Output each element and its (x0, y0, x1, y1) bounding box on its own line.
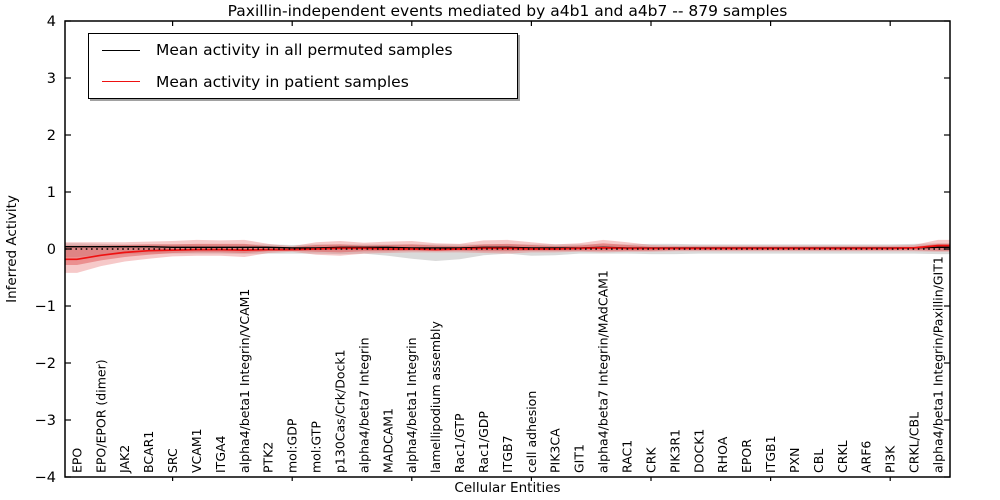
x-category-label: PIK3CA (548, 428, 563, 473)
x-category-label: CRKL (835, 440, 850, 473)
x-category-label: alpha4/beta1 Integrin/VCAM1 (237, 289, 252, 473)
x-category-label: mol:GTP (308, 421, 323, 473)
x-category-label: JAK2 (117, 445, 132, 474)
x-category-label: PXN (787, 448, 802, 473)
legend-label-permuted: Mean activity in all permuted samples (156, 41, 453, 60)
x-category-label: lamellipodium assembly (428, 321, 443, 473)
x-category-label: PI3K (883, 445, 898, 473)
x-category-label: ARF6 (859, 441, 874, 473)
y-tick-label: 2 (47, 128, 56, 144)
x-category-label: mol:GDP (285, 418, 300, 473)
x-category-label: SRC (165, 448, 180, 473)
patient-line-swatch (102, 81, 140, 83)
x-category-label: CRKL/CBL (906, 412, 921, 473)
y-tick-label: 3 (47, 71, 56, 87)
x-category-label: ITGB7 (500, 435, 515, 473)
x-category-label: VCAM1 (189, 428, 204, 473)
x-category-label: Rac1/GTP (452, 413, 467, 473)
y-tick-label: 4 (47, 14, 56, 30)
x-category-label: RHOA (715, 436, 730, 473)
x-category-label: PIK3R1 (667, 429, 682, 473)
x-category-label: alpha4/beta7 Integrin/MAdCAM1 (596, 270, 611, 473)
x-category-label: ITGA4 (213, 435, 228, 473)
x-category-label: EPO/EPOR (dimer) (93, 359, 108, 473)
x-category-label: ITGB1 (763, 435, 778, 473)
x-category-label: PTK2 (261, 442, 276, 473)
x-axis-title: Cellular Entities (454, 480, 561, 496)
x-category-label: CRK (643, 447, 658, 473)
legend: Mean activity in all permuted samples Me… (88, 33, 518, 99)
permuted-line-swatch (102, 49, 140, 51)
x-category-label: EPOR (739, 439, 754, 473)
x-category-label: p130Cas/Crk/Dock1 (332, 349, 347, 473)
y-tick-label: −1 (35, 299, 56, 315)
y-tick-label: −2 (35, 356, 56, 372)
y-tick-label: −3 (35, 413, 56, 429)
x-category-label: CBL (811, 449, 826, 473)
chart-title: Paxillin-independent events mediated by … (227, 2, 788, 20)
x-category-label: BCAR1 (141, 431, 156, 473)
x-category-label: EPO (69, 448, 84, 473)
y-tick-label: 1 (47, 185, 56, 201)
x-category-label: GIT1 (572, 444, 587, 473)
y-axis-title: Inferred Activity (4, 195, 20, 303)
y-tick-label: −4 (35, 470, 56, 486)
legend-entry-permuted: Mean activity in all permuted samples (89, 35, 517, 65)
x-category-label: alpha4/beta1 Integrin/Paxillin/GIT1 (930, 256, 945, 473)
x-category-label: MADCAM1 (380, 408, 395, 473)
x-category-label: alpha4/beta1 Integrin (404, 337, 419, 473)
legend-label-patient: Mean activity in patient samples (156, 72, 409, 91)
x-category-label: DOCK1 (691, 429, 706, 473)
y-tick-label: 0 (47, 242, 56, 258)
x-category-label: cell adhesion (524, 391, 539, 473)
legend-entry-patient: Mean activity in patient samples (89, 67, 517, 97)
x-category-label: alpha4/beta7 Integrin (356, 337, 371, 473)
x-category-label: Rac1/GDP (476, 411, 491, 473)
x-category-label: RAC1 (619, 440, 634, 473)
